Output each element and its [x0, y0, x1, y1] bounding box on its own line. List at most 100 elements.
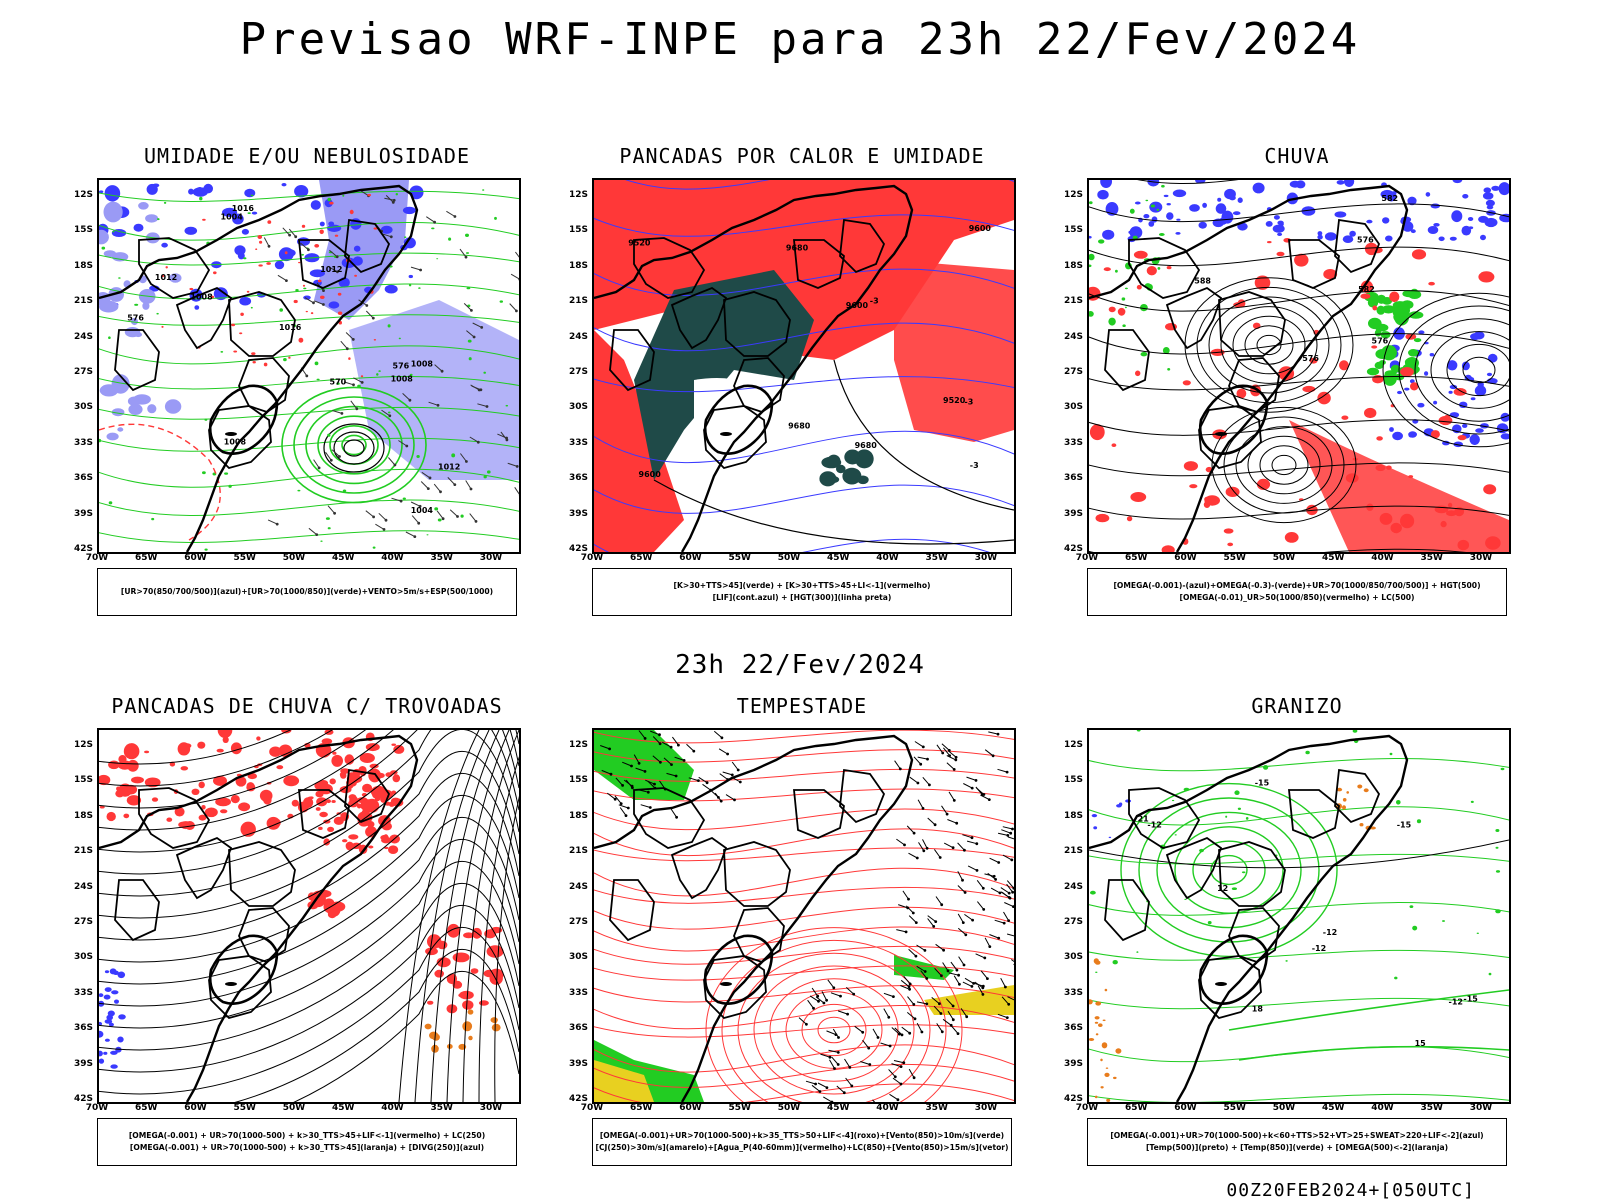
contour-label: 9520	[628, 238, 651, 247]
panel-legend: [OMEGA(-0.001)+UR>70(1000-500)+k>35_TTS>…	[592, 1118, 1012, 1166]
latitude-tick-label: 39S	[562, 509, 588, 519]
longitude-tick-label: 40W	[1368, 553, 1398, 563]
latitude-tick-label: 24S	[1057, 882, 1083, 892]
longitude-tick-label: 60W	[676, 553, 706, 563]
legend-line: [K>30+TTS>45](verde) + [K>30+TTS>45+LI<-…	[593, 580, 1011, 592]
contour-label: -12	[1147, 821, 1161, 830]
contour-label: 1016	[232, 204, 255, 213]
latitude-tick-label: 12S	[562, 190, 588, 200]
legend-line: [OMEGA(-0.001) + UR>70(1000-500) + k>30_…	[98, 1142, 516, 1154]
longitude-tick-label: 65W	[1121, 1103, 1151, 1113]
contour-label: 1008	[224, 438, 247, 447]
longitude-tick-label: 55W	[1220, 553, 1250, 563]
contour-label: 1008	[411, 359, 434, 368]
contour-label: 9520	[943, 396, 966, 405]
state-border-line	[724, 842, 790, 906]
lagoon-mark	[1215, 982, 1227, 986]
longitude-tick-label: 35W	[427, 553, 457, 563]
lagoon-mark	[225, 432, 237, 436]
contour-label: 1016	[279, 323, 302, 332]
legend-line: [OMEGA(-0.001) + UR>70(1000-500) + k>30_…	[98, 1130, 516, 1142]
latitude-tick-label: 33S	[1057, 438, 1083, 448]
latitude-tick-label: 39S	[67, 1059, 93, 1069]
contour-label: 576	[1372, 337, 1389, 346]
state-border-line	[1289, 790, 1339, 838]
latitude-tick-label: 15S	[562, 775, 588, 785]
latitude-tick-label: 12S	[67, 740, 93, 750]
longitude-tick-label: 55W	[1220, 1103, 1250, 1113]
lagoon-mark	[720, 982, 732, 986]
contour-label: -12	[1323, 928, 1337, 937]
longitude-tick-label: 70W	[577, 553, 607, 563]
omega-500-orange-area	[1089, 958, 1121, 1102]
state-border-line	[1219, 842, 1285, 906]
latitude-tick-label: 18S	[67, 811, 93, 821]
state-border-line	[139, 788, 209, 848]
latitude-tick-label: 39S	[1057, 509, 1083, 519]
longitude-tick-label: 40W	[378, 1103, 408, 1113]
state-border-line	[610, 880, 654, 940]
panel-legend: [OMEGA(-0.001)-(azul)+OMEGA(-0.3)-(verde…	[1087, 568, 1507, 616]
longitude-tick-label: 65W	[1121, 553, 1151, 563]
longitude-tick-label: 45W	[328, 1103, 358, 1113]
contour-label: -3	[964, 397, 973, 406]
longitude-tick-label: 70W	[82, 1103, 112, 1113]
longitude-tick-label: 65W	[131, 553, 161, 563]
latitude-tick-label: 21S	[1057, 846, 1083, 856]
latitude-tick-label: 24S	[562, 332, 588, 342]
latitude-tick-label: 12S	[67, 190, 93, 200]
contour-label: 1012	[155, 273, 177, 282]
contour-label: 1012	[438, 462, 460, 471]
latitude-tick-label: 15S	[1057, 775, 1083, 785]
latitude-tick-label: 39S	[1057, 1059, 1083, 1069]
contour-label: -3	[970, 461, 979, 470]
latitude-tick-label: 30S	[562, 952, 588, 962]
latitude-tick-label: 21S	[562, 846, 588, 856]
longitude-tick-label: 35W	[427, 1103, 457, 1113]
longitude-tick-label: 40W	[1368, 1103, 1398, 1113]
longitude-tick-label: 70W	[577, 1103, 607, 1113]
latitude-tick-label: 18S	[67, 261, 93, 271]
mid-title: 23h 22/Fev/2024	[0, 650, 1600, 680]
longitude-tick-label: 60W	[1171, 553, 1201, 563]
lagoon-mark	[225, 982, 237, 986]
longitude-tick-label: 70W	[1072, 1103, 1102, 1113]
latitude-tick-label: 36S	[1057, 473, 1083, 483]
latitude-tick-label: 39S	[562, 1059, 588, 1069]
latitude-tick-label: 30S	[1057, 952, 1083, 962]
latitude-tick-label: 21S	[67, 296, 93, 306]
latitude-tick-label: 18S	[1057, 811, 1083, 821]
latitude-tick-label: 33S	[562, 988, 588, 998]
latitude-tick-label: 15S	[1057, 225, 1083, 235]
contour-label: 582	[1381, 194, 1398, 203]
longitude-tick-label: 35W	[922, 553, 952, 563]
longitude-tick-label: 60W	[181, 1103, 211, 1113]
longitude-tick-label: 40W	[873, 553, 903, 563]
longitude-tick-label: 50W	[279, 553, 309, 563]
latitude-tick-label: 24S	[562, 882, 588, 892]
contour-label: -15	[1255, 779, 1270, 788]
latitude-tick-label: 21S	[562, 296, 588, 306]
lagoon-mark	[720, 432, 732, 436]
legend-line: [CJ(250)>30m/s](amarelo)+[Agua_P(40-60mm…	[593, 1142, 1011, 1154]
latitude-tick-label: 30S	[562, 402, 588, 412]
contour-label: -15	[1397, 821, 1412, 830]
latitude-tick-label: 24S	[67, 332, 93, 342]
state-border-line	[115, 880, 159, 940]
longitude-tick-label: 45W	[823, 1103, 853, 1113]
panel-legend: [UR>70(850/700/500)](azul)+[UR>70(1000/8…	[97, 568, 517, 616]
latitude-tick-label: 27S	[562, 917, 588, 927]
longitude-tick-label: 35W	[1417, 553, 1447, 563]
longitude-tick-label: 30W	[1466, 1103, 1496, 1113]
longitude-tick-label: 30W	[971, 553, 1001, 563]
instability-green-area	[819, 449, 873, 486]
latitude-tick-label: 18S	[562, 261, 588, 271]
latitude-tick-label: 30S	[1057, 402, 1083, 412]
latitude-tick-label: 27S	[67, 367, 93, 377]
state-border-line	[734, 908, 784, 962]
temp-850-contour	[1239, 1047, 1509, 1060]
latitude-tick-label: 36S	[562, 1023, 588, 1033]
longitude-tick-label: 50W	[279, 1103, 309, 1113]
